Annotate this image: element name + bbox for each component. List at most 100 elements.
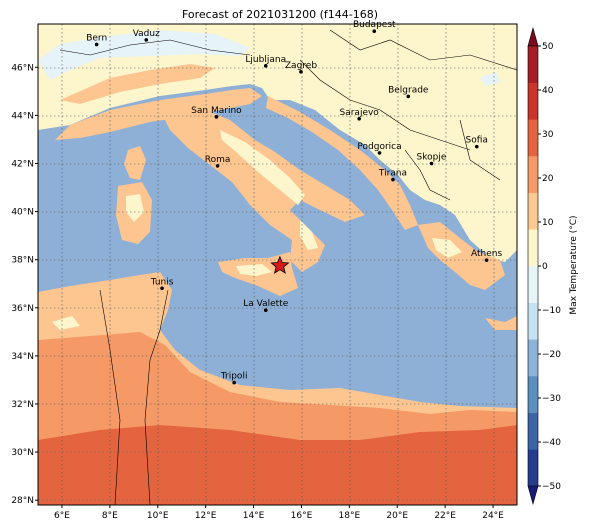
colorbar-extend-max (527, 26, 539, 47)
city-dot (377, 151, 382, 155)
colorbar-tick-label: −50 (542, 482, 561, 492)
city-label: Belgrade (388, 85, 429, 95)
map-frame (37, 23, 518, 506)
city-dot (94, 42, 99, 47)
colorbar-tick-label: 30 (542, 130, 554, 140)
city-dot (429, 161, 434, 166)
latitude-ticks: 28°N 30°N 32°N 34°N 36°N 38°N 40°N 42°N 44°N 46°N (11, 63, 38, 506)
colorbar-extend-min (527, 485, 539, 506)
lon-tick-label: 10°E (147, 511, 169, 521)
calabria-cool (300, 220, 318, 250)
lat-tick-label: 30°N (11, 448, 34, 458)
city-dot (144, 38, 149, 42)
aegean-islands (485, 316, 517, 330)
city-dot (357, 116, 361, 121)
city-label: San Marino (191, 106, 242, 116)
city-label: Tirana (378, 169, 407, 179)
lat-tick-label: 40°N (11, 208, 34, 218)
city-dot (263, 64, 268, 68)
colorbar-segment (528, 339, 538, 377)
city-dot (372, 29, 377, 34)
city-label: La Valette (243, 299, 288, 309)
colorbar-segment (528, 82, 538, 120)
lon-tick-label: 18°E (339, 511, 361, 521)
greece-cool (432, 238, 462, 258)
alpine-warm-band (60, 64, 215, 104)
city-dot (263, 308, 268, 312)
lat-tick-label: 28°N (11, 496, 34, 506)
lat-tick-label: 36°N (11, 304, 34, 314)
colorbar-tick-label: −40 (542, 438, 561, 448)
apennines-cool (220, 130, 305, 205)
colorbar-tick-label: 50 (542, 42, 554, 52)
city-label: Sofia (466, 136, 488, 146)
city-label: Budapest (353, 20, 396, 30)
colorbar-segment (528, 46, 538, 83)
city-label: Zagreb (285, 61, 317, 71)
city-label: Sarajevo (340, 108, 380, 118)
sicily-cool (236, 264, 272, 276)
lat-tick-label: 46°N (11, 63, 34, 73)
italy-peninsula (160, 108, 365, 272)
lat-tick-label: 42°N (11, 159, 34, 169)
city-label: Roma (205, 155, 231, 165)
colorbar-tick-label: 10 (542, 218, 554, 228)
lon-tick-label: 14°E (243, 511, 265, 521)
colorbar-tick-label: 20 (542, 174, 554, 184)
lat-tick-label: 34°N (11, 352, 34, 362)
longitude-ticks: 6°E 8°E 10°E 12°E 14°E 16°E 18°E 20°E 22°E 24°E (54, 505, 504, 521)
adriatic-coast-warm (266, 96, 418, 230)
colorbar-segment (528, 156, 538, 193)
colorbar-segment (528, 119, 538, 157)
temperature-field (38, 24, 517, 505)
map-title: Forecast of 2021031200 (f144-168) (182, 8, 378, 21)
lon-tick-label: 12°E (195, 511, 217, 521)
alps-cold-patch (38, 30, 250, 80)
colorbar-tick-label: −20 (542, 350, 561, 360)
city-dot (232, 380, 236, 385)
colorbar-segment (528, 376, 538, 413)
city-label: Tripoli (220, 372, 248, 382)
lon-tick-label: 24°E (482, 511, 504, 521)
po-valley-warm (55, 88, 262, 140)
colorbar-segment (528, 229, 538, 267)
lon-tick-label: 6°E (54, 511, 70, 521)
colorbar-segment (528, 302, 538, 340)
city-label: Athens (471, 249, 502, 259)
country-borders (59, 29, 517, 505)
balkan-cold-patch (480, 72, 500, 86)
colorbar-tick-label: 40 (542, 86, 554, 96)
corsica (124, 146, 146, 180)
lat-tick-label: 38°N (11, 256, 34, 266)
city-label: Vaduz (133, 29, 160, 39)
colorbar-segment (528, 412, 538, 450)
location-star-marker (270, 255, 290, 274)
city-dot (215, 164, 220, 168)
city-label: Skopje (417, 152, 447, 162)
city-label: Tunis (150, 277, 174, 287)
city-dot (214, 115, 219, 119)
city-label: Ljubljana (245, 55, 286, 65)
city-dot (474, 144, 479, 149)
city-dot (391, 177, 395, 182)
colorbar-tick-label: −30 (542, 394, 561, 404)
lon-tick-label: 20°E (386, 511, 408, 521)
tunisia-cool-patch (52, 316, 80, 330)
colorbar-segment (528, 192, 538, 230)
colorbar-tick-label: 0 (542, 262, 548, 272)
city-label: Podgorica (357, 142, 401, 152)
colorbar: −50 −40 −30 −20 −10 0 10 20 30 40 50 (527, 26, 561, 506)
colorbar-label: Max Temperature (°C) (569, 215, 579, 314)
city-dot (160, 286, 164, 291)
city-dot (484, 258, 489, 262)
lat-tick-label: 32°N (11, 400, 34, 410)
city-label: Bern (86, 33, 107, 43)
colorbar-segment (528, 449, 538, 487)
colorbar-segment (528, 266, 538, 303)
lon-tick-label: 22°E (434, 511, 456, 521)
city-dot (406, 94, 411, 99)
city-dot (299, 70, 303, 74)
lon-tick-label: 8°E (102, 511, 118, 521)
